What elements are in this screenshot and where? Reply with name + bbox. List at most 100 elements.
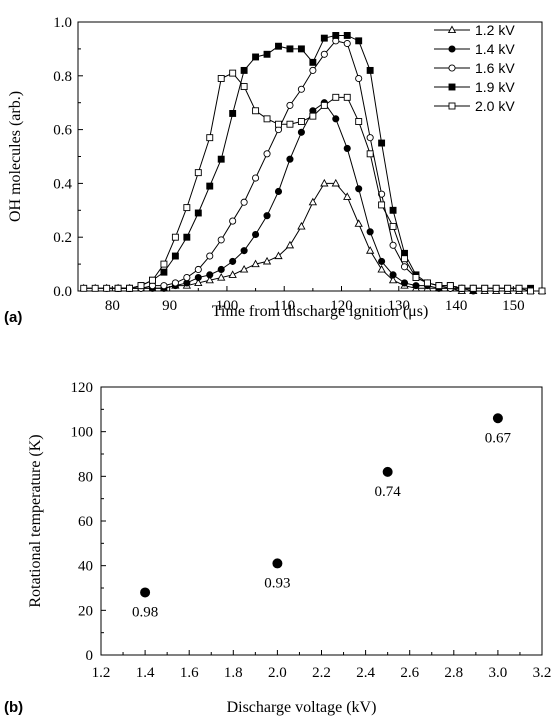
data-point [355, 37, 363, 45]
data-point [297, 221, 306, 230]
data-point [400, 279, 409, 287]
data-point [206, 182, 214, 190]
data-point [527, 287, 534, 295]
data-point [140, 587, 151, 598]
legend-marker [448, 102, 456, 110]
data-point [275, 120, 282, 128]
legend-marker [448, 45, 456, 53]
data-point [382, 466, 393, 477]
series-1-2-kV [79, 178, 547, 295]
legend-marker [447, 25, 457, 34]
data-point [400, 263, 409, 271]
data-point [366, 228, 374, 236]
y-tick-label: 20 [78, 603, 93, 619]
data-point [355, 118, 363, 125]
data-point [389, 271, 397, 279]
data-point [252, 53, 260, 61]
data-point [240, 83, 248, 91]
data-point [263, 115, 271, 123]
data-point [229, 217, 237, 225]
data-point [378, 190, 386, 198]
y-tick-label: 0 [86, 648, 94, 664]
data-point [389, 222, 397, 230]
y-tick-label: 120 [71, 380, 94, 396]
data-point [114, 284, 122, 292]
data-point [183, 233, 191, 241]
data-point [263, 212, 271, 220]
data-point [332, 93, 340, 101]
data-point [275, 42, 282, 50]
data-point [378, 201, 386, 209]
series-1-6-kV [114, 37, 477, 292]
data-point [229, 110, 237, 117]
data-point [492, 413, 503, 424]
x-tick-label: 1.6 [180, 665, 199, 681]
data-point [343, 39, 351, 48]
x-tick-label: 130 [388, 298, 411, 314]
data-point [354, 219, 363, 227]
data-point [194, 273, 202, 282]
x-axis-title: Discharge voltage (kV) [227, 699, 377, 716]
data-point [320, 178, 329, 187]
data-point [228, 270, 237, 278]
data-point [240, 66, 248, 74]
data-point [217, 75, 225, 82]
series-line [118, 34, 531, 289]
data-point [262, 256, 272, 265]
y-tick-label: 40 [78, 559, 93, 575]
data-point [229, 69, 237, 77]
y-tick-label: 0.6 [53, 123, 72, 139]
data-point [286, 120, 294, 128]
x-tick-label: 2.0 [268, 665, 287, 681]
x-tick-label: 120 [330, 298, 353, 314]
data-point [286, 101, 294, 109]
legend-marker [448, 83, 456, 91]
data-point [331, 178, 340, 187]
data-point [251, 259, 260, 268]
data-point [229, 257, 237, 265]
x-tick-label: 1.8 [224, 665, 243, 681]
data-point [389, 206, 397, 214]
data-point [91, 284, 99, 292]
data-point [504, 284, 512, 292]
data-point [365, 246, 375, 254]
data-point [332, 115, 340, 123]
x-tick-label: 3.0 [489, 665, 508, 681]
data-point [366, 134, 374, 142]
data-point [252, 174, 260, 182]
data-point [206, 134, 214, 142]
data-point [286, 45, 294, 53]
data-point [343, 32, 351, 39]
data-point-annotation: 0.74 [375, 484, 402, 500]
data-point [308, 197, 318, 206]
x-tick-label: 2.2 [312, 665, 331, 681]
data-point [217, 236, 225, 244]
data-point [217, 155, 225, 163]
panel-label: (a) [4, 309, 22, 326]
data-point [285, 240, 295, 249]
data-point [389, 241, 397, 249]
data-point [469, 284, 477, 292]
data-point [297, 118, 305, 125]
data-point [412, 274, 420, 281]
data-point [538, 287, 546, 295]
x-tick-label: 110 [273, 298, 295, 314]
legend: 1.2 kV 1.4 kV 1.6 kV 1.9 kV 2.0 kV [434, 22, 515, 114]
legend-label: 2.0 kV [475, 98, 515, 114]
y-tick-label: 80 [78, 469, 93, 485]
data-point [320, 34, 328, 42]
y-tick-label: 0.4 [53, 176, 72, 192]
data-point [263, 150, 271, 158]
y-axis-title: OH molecules (arb.) [7, 91, 24, 222]
data-point [366, 66, 374, 74]
data-point [194, 169, 202, 177]
data-point [446, 282, 454, 290]
data-point [80, 284, 88, 292]
data-point [435, 282, 443, 290]
data-point [401, 255, 408, 263]
x-tick-label: 1.2 [92, 665, 111, 681]
data-point [252, 107, 260, 115]
data-point [309, 112, 317, 120]
x-tick-label: 90 [162, 298, 177, 314]
